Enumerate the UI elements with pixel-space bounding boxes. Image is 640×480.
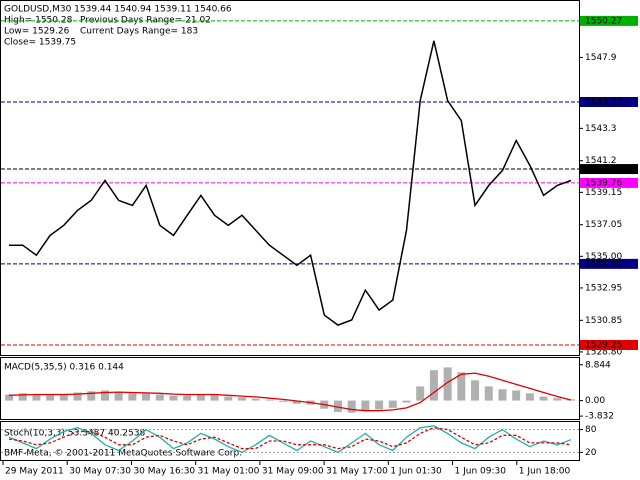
macd-bar bbox=[429, 370, 438, 401]
stoch-line bbox=[8, 427, 572, 450]
y-tick-label: 1547.9 bbox=[585, 53, 617, 63]
x-tick-label: 30 May 07:30 bbox=[69, 467, 131, 477]
level-label: 1534.51 bbox=[585, 259, 622, 269]
level-label: 1545.01 bbox=[585, 97, 622, 107]
y-tick-label: 1535.00 bbox=[585, 252, 622, 262]
macd-bar bbox=[59, 394, 68, 401]
level-tag bbox=[580, 258, 638, 269]
level-label: 1529.25 bbox=[585, 340, 622, 350]
macd-bar bbox=[498, 389, 507, 401]
y-tick-label: 1530.85 bbox=[585, 316, 622, 326]
x-tick-label: 1 Jun 09:30 bbox=[455, 467, 507, 477]
macd-bar bbox=[251, 398, 260, 401]
y-tick-label: 20 bbox=[585, 448, 597, 458]
macd-bar bbox=[18, 393, 27, 401]
y-tick-label: 8.844 bbox=[585, 360, 611, 370]
y-tick-label: 1537.05 bbox=[585, 220, 622, 230]
level-tag bbox=[580, 96, 638, 107]
line-line bbox=[9, 40, 572, 326]
main-panel-frame bbox=[0, 0, 580, 356]
y-tick-label: 1532.95 bbox=[585, 283, 622, 293]
macd-bar bbox=[539, 396, 548, 401]
macd-bar bbox=[265, 399, 274, 401]
y-tick-label: 80 bbox=[585, 425, 597, 435]
x-tick-label: 30 May 16:30 bbox=[133, 467, 195, 477]
y-tick-label: 1543.3 bbox=[585, 124, 617, 134]
stoch-panel-frame bbox=[0, 421, 580, 461]
x-tick-label: 31 May 09:00 bbox=[262, 467, 324, 477]
macd-bar bbox=[73, 392, 82, 401]
macd-bar bbox=[512, 390, 521, 401]
macd-bar bbox=[169, 395, 178, 401]
macd-title: MACD(5,35,5) 0.316 0.144 bbox=[4, 363, 124, 373]
level-label: 1540.66 bbox=[585, 165, 622, 175]
macd-bar bbox=[238, 397, 247, 401]
macd-bar bbox=[471, 380, 480, 401]
macd-bar bbox=[375, 400, 384, 410]
macd-bar bbox=[155, 394, 164, 401]
x-tick-label: 1 Jun 18:00 bbox=[519, 467, 571, 477]
macd-bar bbox=[443, 367, 452, 401]
x-tick-label: 31 May 17:00 bbox=[326, 467, 388, 477]
level-label: 1550.27 bbox=[585, 16, 622, 26]
y-tick-label: 1539.15 bbox=[585, 188, 622, 198]
x-tick-label: 1 Jun 01:30 bbox=[390, 467, 442, 477]
macd-bar bbox=[224, 396, 233, 401]
y-tick-label: 1541.2 bbox=[585, 156, 617, 166]
macd-bar bbox=[142, 392, 151, 401]
x-tick-label: 31 May 01:00 bbox=[198, 467, 260, 477]
macd-bar bbox=[388, 400, 397, 408]
level-tag bbox=[580, 177, 638, 188]
macd-bar bbox=[114, 391, 123, 401]
macd-bar bbox=[46, 394, 55, 401]
macd-bar bbox=[279, 400, 288, 402]
copyright: BMF-Meta, © 2001-2011 MetaQuotes Softwar… bbox=[4, 449, 242, 459]
y-tick-label: -3.832 bbox=[585, 412, 614, 422]
level-tag bbox=[580, 15, 638, 26]
macd-bar bbox=[361, 400, 370, 412]
macd-bar bbox=[457, 372, 466, 401]
macd-bar bbox=[416, 386, 425, 401]
macd-bar bbox=[347, 400, 356, 413]
level-label: 1539.76 bbox=[585, 178, 622, 188]
stoch-line bbox=[8, 425, 572, 454]
stoch-title: Stoch(10,3,3) 53.3487 40.2538 bbox=[4, 429, 145, 439]
macd-bar bbox=[525, 393, 534, 401]
y-tick-label: 1528.80 bbox=[585, 347, 622, 357]
macd-bar bbox=[210, 394, 219, 401]
close: Close= 1539.75 bbox=[4, 38, 76, 48]
cur-range: Current Days Range= 183 bbox=[80, 27, 198, 37]
low: Low= 1529.26 bbox=[4, 27, 70, 37]
y-tick-label: 0.00 bbox=[585, 396, 605, 406]
level-tag bbox=[580, 339, 638, 350]
macd-bar bbox=[333, 400, 342, 412]
macd-bar bbox=[5, 394, 13, 401]
macd-bar bbox=[32, 394, 41, 401]
macd-bar bbox=[292, 400, 301, 404]
macd-panel-frame bbox=[0, 357, 580, 420]
macd-bar bbox=[196, 394, 205, 401]
macd-bar bbox=[402, 400, 411, 403]
macd-bar bbox=[100, 390, 109, 401]
macd-line bbox=[8, 372, 572, 412]
macd-bar bbox=[128, 393, 137, 401]
macd-bar bbox=[553, 398, 562, 401]
macd-bar bbox=[183, 395, 192, 401]
macd-bar bbox=[87, 391, 96, 401]
level-tag bbox=[580, 164, 638, 175]
macd-bar bbox=[484, 386, 493, 401]
x-tick-label: 29 May 2011 bbox=[5, 467, 64, 477]
symbol-line: GOLDUSD,M30 1539.44 1540.94 1539.11 1540… bbox=[4, 5, 232, 15]
